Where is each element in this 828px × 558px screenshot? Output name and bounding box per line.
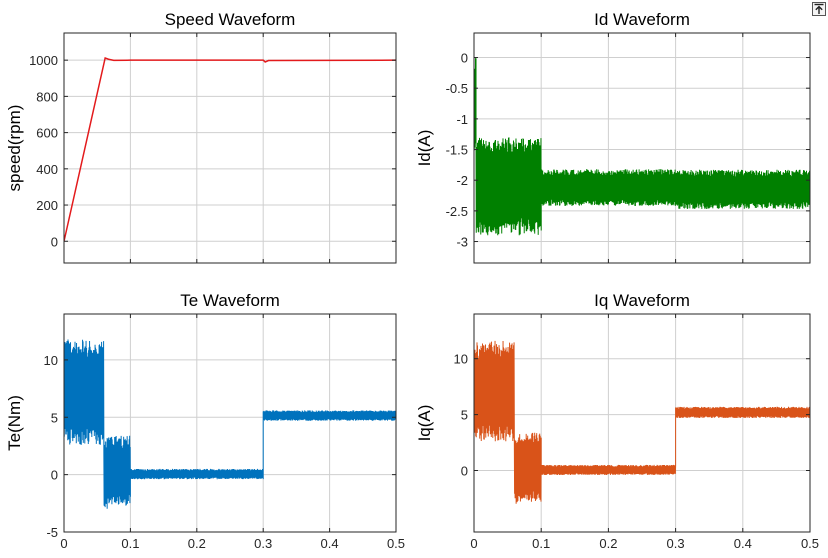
plot-area (474, 314, 810, 532)
x-tick-label: 0.3 (254, 536, 272, 551)
axes-box (63, 32, 397, 264)
x-tick-label: 0.2 (599, 536, 617, 551)
axes-box (473, 32, 811, 264)
x-tick-label: 0.5 (387, 536, 405, 551)
x-tick-label: 0.4 (321, 536, 339, 551)
y-tick-label: -1 (456, 112, 468, 127)
y-tick-label: -1.5 (446, 143, 468, 158)
x-tick-label: 0.3 (667, 536, 685, 551)
y-tick-label: -0.5 (446, 81, 468, 96)
y-tick-label: 800 (36, 89, 58, 104)
series-group (64, 56, 396, 242)
x-tick-label: 0.1 (532, 536, 550, 551)
x-tick-label: 0 (470, 536, 477, 551)
y-tick-label: 400 (36, 162, 58, 177)
y-axis-label: Id(A) (415, 130, 434, 167)
plot-area (64, 33, 396, 263)
export-icon (814, 3, 824, 14)
axes-box (473, 313, 811, 533)
chart-title: Speed Waveform (165, 10, 296, 29)
series-line-te (64, 339, 396, 509)
y-tick-label: 10 (454, 352, 468, 367)
x-tick-label: 0.1 (121, 536, 139, 551)
y-tick-label: 0 (51, 468, 58, 483)
plot-area (64, 314, 396, 532)
chart-title: Te Waveform (180, 291, 280, 310)
y-tick-label: 10 (44, 353, 58, 368)
series-line-id (474, 58, 810, 236)
y-axis-label: Te(Nm) (5, 395, 24, 451)
chart-id: 0 -0.5 -1 -1.5 -2 -2.5 -3 Id Waveform Id(A) (415, 10, 811, 264)
series-group (64, 339, 396, 509)
y-tick-label: -3 (456, 235, 468, 250)
y-tick-label: -5 (46, 525, 58, 540)
y-tick-label: 200 (36, 198, 58, 213)
series-line-speed (64, 56, 396, 242)
series-group (474, 58, 810, 236)
y-axis-label: speed(rpm) (5, 105, 24, 192)
export-button[interactable] (812, 2, 826, 16)
series-line-iq (474, 340, 810, 504)
y-axis-label: Iq(A) (415, 405, 434, 442)
y-tick-label: 1000 (29, 53, 58, 68)
chart-title: Iq Waveform (594, 291, 690, 310)
chart-iq: 0 0.1 0.2 0.3 0.4 0.5 0 5 10 Iq Waveform Iq(A) (415, 291, 819, 551)
y-tick-label: -2 (456, 173, 468, 188)
y-tick-label: 0 (461, 51, 468, 66)
y-tick-label: 0 (51, 234, 58, 249)
y-tick-label: 600 (36, 126, 58, 141)
chart-speed: 0 200 400 600 800 1000 Speed Waveform speed(rpm… (5, 10, 397, 264)
x-tick-label: 0.4 (734, 536, 752, 551)
chart-title: Id Waveform (594, 10, 690, 29)
y-tick-label: 5 (461, 408, 468, 423)
series-group (474, 340, 810, 504)
y-tick-label: -2.5 (446, 204, 468, 219)
x-tick-label: 0.5 (801, 536, 819, 551)
axes-box (63, 313, 397, 533)
x-tick-label: 0.2 (188, 536, 206, 551)
x-tick-label: 0 (60, 536, 67, 551)
y-tick-label: 0 (461, 464, 468, 479)
y-tick-label: 5 (51, 410, 58, 425)
